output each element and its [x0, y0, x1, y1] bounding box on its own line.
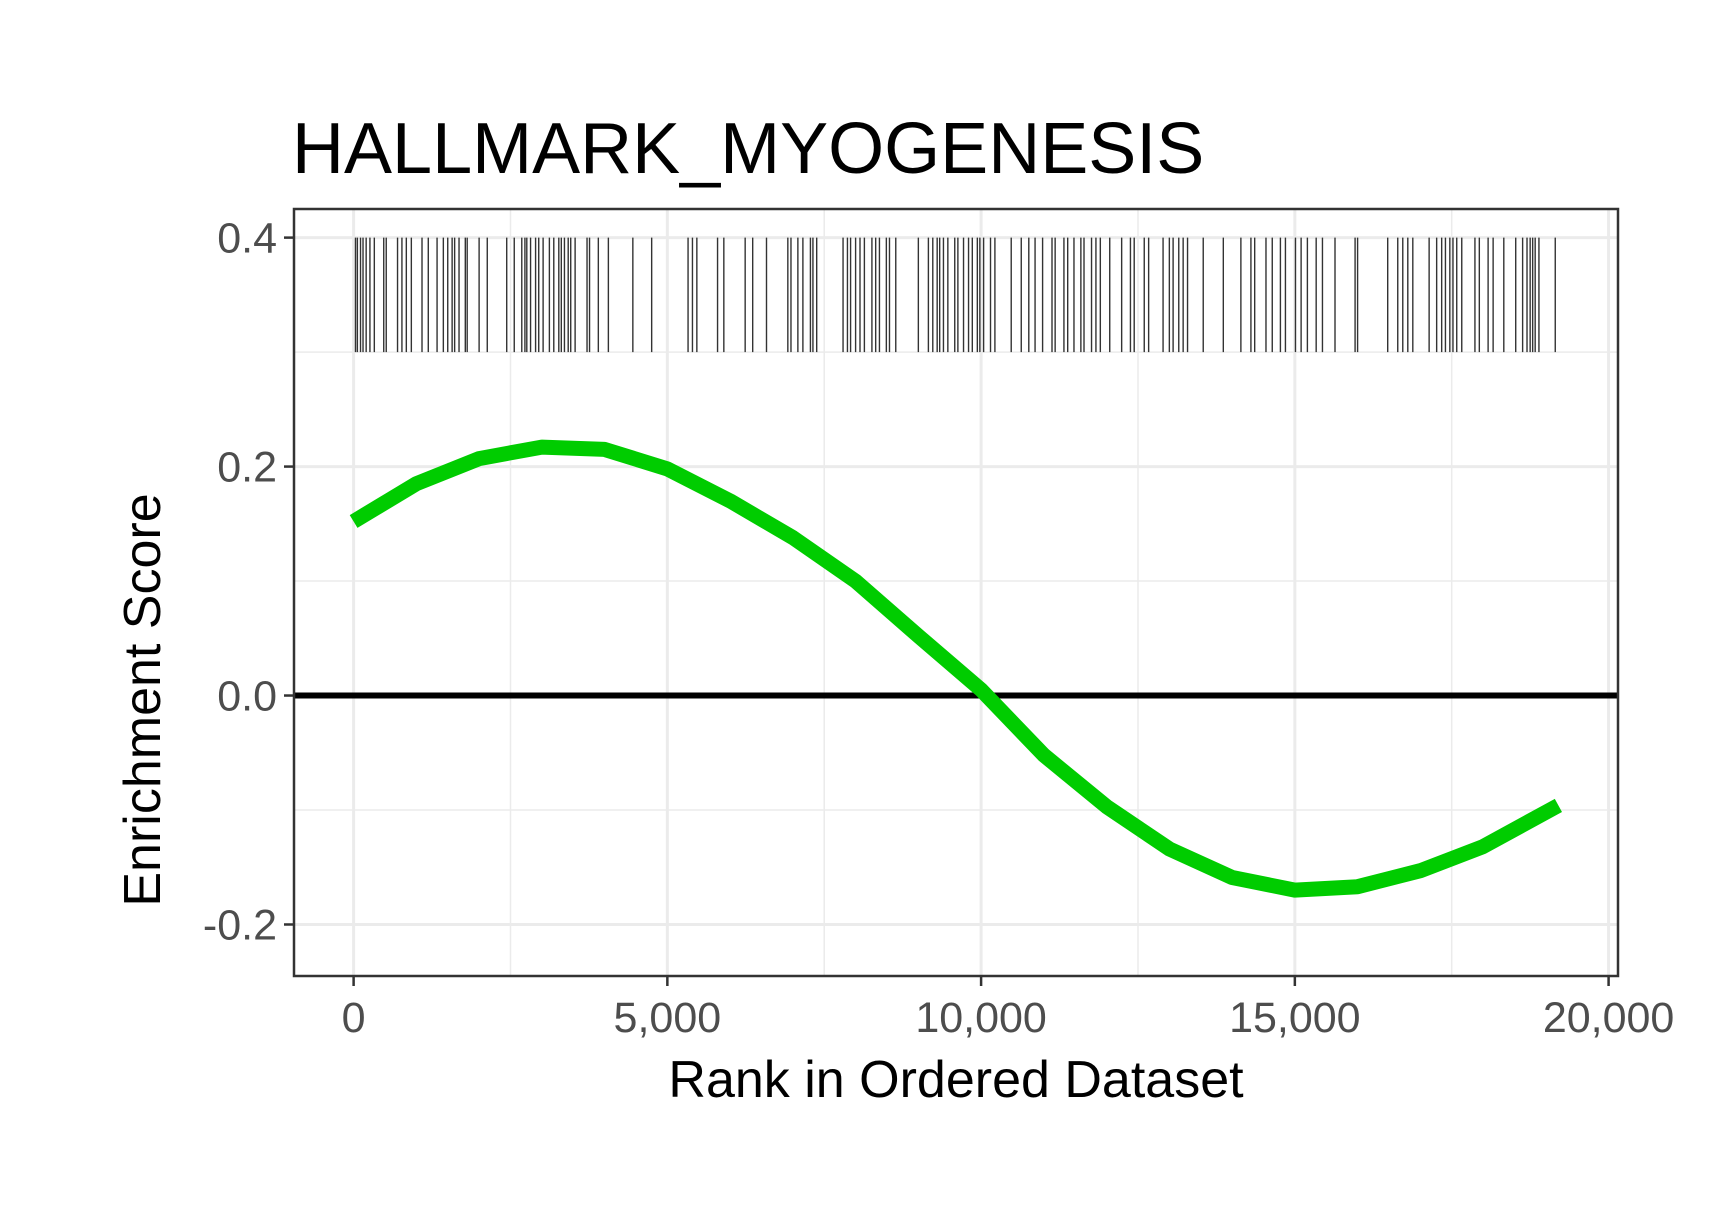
x-axis-title: Rank in Ordered Dataset — [668, 1051, 1244, 1109]
y-tick-label: 0.2 — [217, 444, 277, 492]
chart-title: HALLMARK_MYOGENESIS — [292, 109, 1204, 189]
panel-border — [292, 207, 1620, 978]
enrichment-curve — [349, 439, 1562, 898]
y-tick-label: -0.2 — [203, 901, 277, 949]
grid-lines — [294, 209, 1618, 976]
y-tick-label: 0.0 — [217, 673, 277, 721]
axes: 0 5,000 10,000 15,000 20,000 -0.2 0.0 0.2 0.4 — [203, 215, 1674, 1042]
x-tick-label: 20,000 — [1543, 994, 1675, 1042]
y-tick-label: 0.4 — [217, 215, 277, 263]
x-tick-label: 10,000 — [915, 994, 1047, 1042]
x-tick-label: 0 — [342, 994, 366, 1042]
x-tick-label: 5,000 — [614, 994, 722, 1042]
gene-hit-ticks — [354, 237, 1556, 353]
x-tick-label: 15,000 — [1229, 994, 1361, 1042]
y-axis-title: Enrichment Score — [114, 493, 172, 906]
